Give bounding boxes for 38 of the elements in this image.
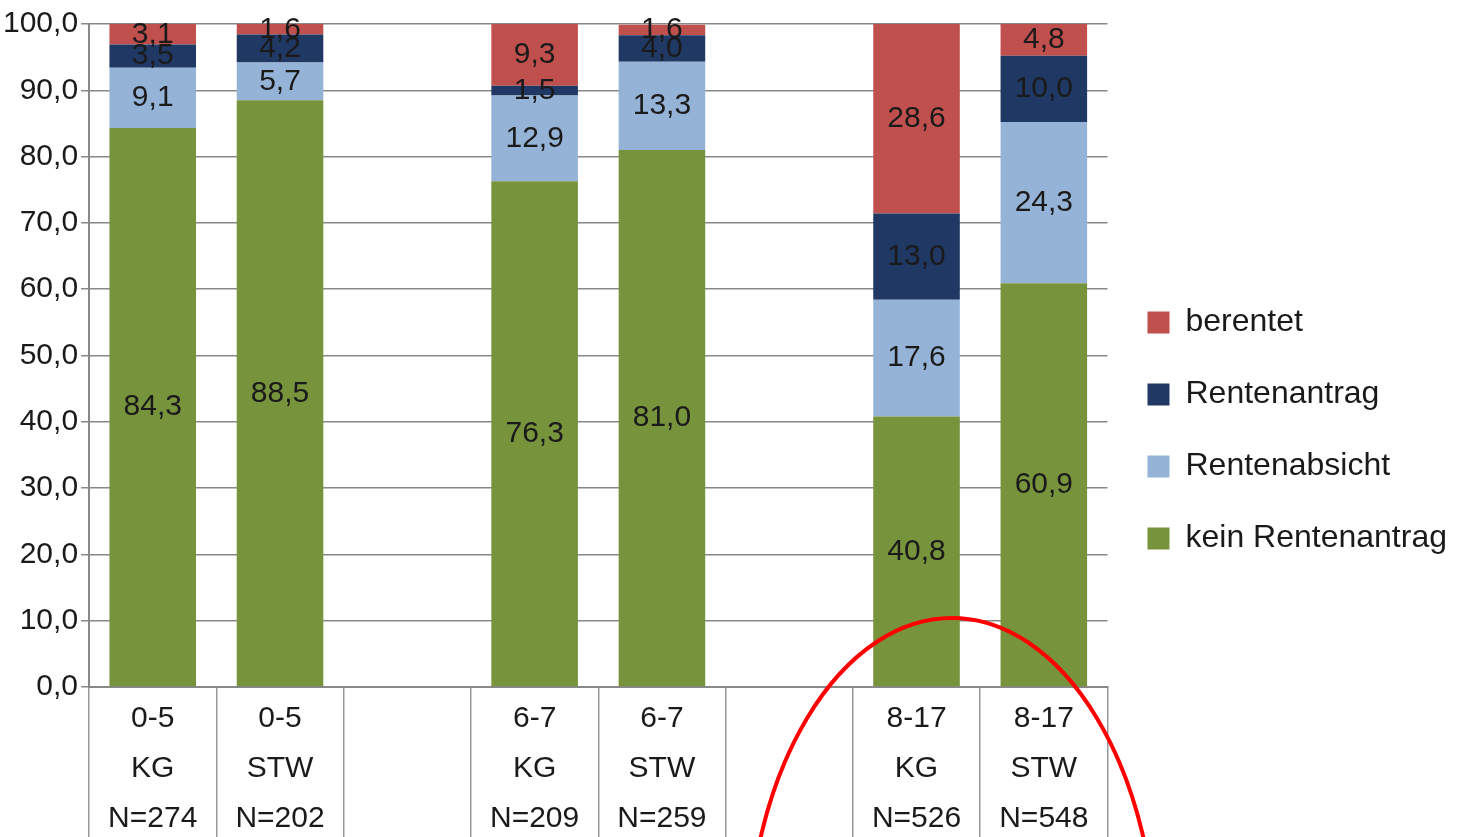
data-label: 4,8 <box>1022 21 1065 55</box>
legend-label: Rentenabsicht <box>1185 446 1391 483</box>
y-tick-label: 50,0 <box>19 336 79 370</box>
y-tick-label: 60,0 <box>19 270 79 304</box>
y-tick-label: 70,0 <box>19 204 79 238</box>
y-tick-label: 20,0 <box>19 535 79 569</box>
x-tick-label: 6-7 STW N=259 <box>617 700 707 834</box>
data-label: 9,3 <box>513 36 556 70</box>
y-tick-label: 0,0 <box>36 668 79 702</box>
data-label: 5,7 <box>259 62 301 96</box>
data-label: 84,3 <box>123 388 182 422</box>
x-tick-label: 8-17 STW N=548 <box>999 700 1089 834</box>
data-label: 13,0 <box>887 237 946 271</box>
data-label: 9,1 <box>131 79 174 113</box>
data-label: 60,9 <box>1014 466 1074 500</box>
legend-label: Rentenantrag <box>1185 374 1380 411</box>
y-tick-label: 80,0 <box>19 137 79 171</box>
data-label: 12,9 <box>505 119 564 153</box>
data-label: 17,6 <box>887 339 946 373</box>
data-label: 28,6 <box>887 100 946 134</box>
y-tick-label: 10,0 <box>19 601 79 635</box>
y-tick-label: 30,0 <box>19 469 79 503</box>
x-tick-label: 8-17 KG N=526 <box>871 700 962 834</box>
y-tick-label: 90,0 <box>19 71 79 105</box>
data-label: 10,0 <box>1014 70 1074 104</box>
y-tick-label: 40,0 <box>19 403 79 437</box>
x-tick-label: 6-7 KG N=209 <box>490 700 580 834</box>
data-label: 40,8 <box>887 532 946 566</box>
x-tick-label: 0-5 STW N=202 <box>235 700 325 834</box>
data-label: 88,5 <box>250 374 310 408</box>
data-label: 24,3 <box>1014 183 1074 217</box>
data-label: 76,3 <box>505 414 564 448</box>
data-label: 13,3 <box>632 87 692 121</box>
data-label: 81,0 <box>632 399 692 433</box>
legend-label: berentet <box>1185 302 1304 339</box>
x-tick-label: 0-5 KG N=274 <box>108 700 198 834</box>
y-tick-label: 100,0 <box>3 5 79 39</box>
legend-label: kein Rentenantrag <box>1185 518 1447 555</box>
